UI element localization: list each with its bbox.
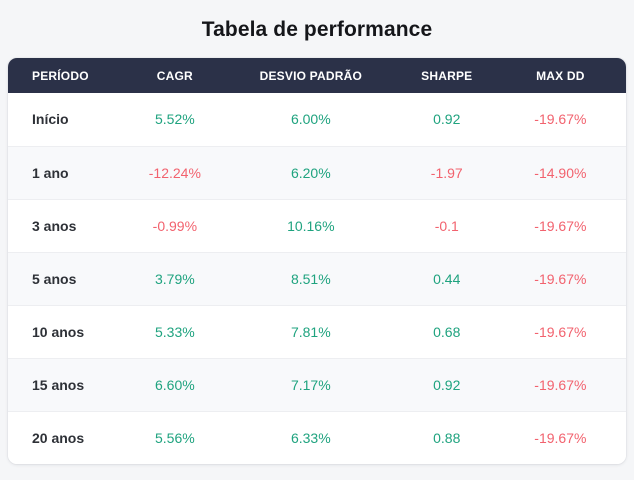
table-header: PERÍODO CAGR DESVIO PADRÃO SHARPE MAX DD xyxy=(8,58,626,93)
sharpe-cell: 0.88 xyxy=(433,429,461,446)
sharpe-cell: 0.68 xyxy=(433,323,461,340)
cagr-cell: 5.33% xyxy=(155,323,195,340)
period-cell: Início xyxy=(32,111,69,128)
table-row: 20 anos 5.56% 6.33% 0.88 -19.67% xyxy=(8,411,626,464)
max-dd-cell: -19.67% xyxy=(534,270,587,287)
max-dd-cell: -19.67% xyxy=(534,217,587,234)
sharpe-cell: -1.97 xyxy=(430,164,463,181)
max-dd-cell: -19.67% xyxy=(534,376,587,393)
sharpe-cell: 0.44 xyxy=(433,270,461,287)
column-header-sharpe: SHARPE xyxy=(378,58,515,93)
table-row: 5 anos 3.79% 8.51% 0.44 -19.67% xyxy=(8,252,626,305)
column-header-periodo: PERÍODO xyxy=(8,58,107,93)
table-header-row: PERÍODO CAGR DESVIO PADRÃO SHARPE MAX DD xyxy=(8,58,626,93)
table-body: Início 5.52% 6.00% 0.92 -19.67% 1 ano -1… xyxy=(8,93,626,464)
page-title-wrap: Tabela de performance xyxy=(0,0,634,56)
table-row: 15 anos 6.60% 7.17% 0.92 -19.67% xyxy=(8,358,626,411)
performance-table: PERÍODO CAGR DESVIO PADRÃO SHARPE MAX DD… xyxy=(8,58,626,464)
table-row: Início 5.52% 6.00% 0.92 -19.67% xyxy=(8,93,626,146)
period-cell: 20 anos xyxy=(32,429,85,446)
sharpe-cell: -0.1 xyxy=(434,217,459,234)
cagr-cell: -0.99% xyxy=(152,217,198,234)
performance-table-card: PERÍODO CAGR DESVIO PADRÃO SHARPE MAX DD… xyxy=(8,58,626,464)
column-header-desvio-padrao: DESVIO PADRÃO xyxy=(242,58,379,93)
cagr-cell: 5.52% xyxy=(155,111,195,128)
desvio-padrao-cell: 6.33% xyxy=(290,429,331,446)
cagr-cell: 3.79% xyxy=(155,270,195,287)
max-dd-cell: -19.67% xyxy=(534,111,587,128)
cagr-cell: 5.56% xyxy=(155,429,195,446)
cagr-cell: -12.24% xyxy=(148,164,201,181)
period-cell: 3 anos xyxy=(32,217,77,234)
column-header-cagr: CAGR xyxy=(106,58,243,93)
max-dd-cell: -19.67% xyxy=(534,323,587,340)
desvio-padrao-cell: 10.16% xyxy=(287,217,335,234)
desvio-padrao-cell: 7.17% xyxy=(290,376,331,393)
max-dd-cell: -19.67% xyxy=(534,429,587,446)
desvio-padrao-cell: 6.00% xyxy=(290,111,331,128)
period-cell: 15 anos xyxy=(32,376,85,393)
sharpe-cell: 0.92 xyxy=(433,111,461,128)
page-title: Tabela de performance xyxy=(201,18,433,41)
max-dd-cell: -14.90% xyxy=(534,164,587,181)
table-row: 3 anos -0.99% 10.16% -0.1 -19.67% xyxy=(8,199,626,252)
period-cell: 5 anos xyxy=(32,270,77,287)
table-row: 10 anos 5.33% 7.81% 0.68 -19.67% xyxy=(8,305,626,358)
table-row: 1 ano -12.24% 6.20% -1.97 -14.90% xyxy=(8,146,626,199)
sharpe-cell: 0.92 xyxy=(433,376,461,393)
desvio-padrao-cell: 8.51% xyxy=(290,270,331,287)
period-cell: 1 ano xyxy=(32,164,69,181)
desvio-padrao-cell: 6.20% xyxy=(290,164,331,181)
cagr-cell: 6.60% xyxy=(155,376,195,393)
period-cell: 10 anos xyxy=(32,323,85,340)
desvio-padrao-cell: 7.81% xyxy=(290,323,331,340)
column-header-max-dd: MAX DD xyxy=(514,58,626,93)
